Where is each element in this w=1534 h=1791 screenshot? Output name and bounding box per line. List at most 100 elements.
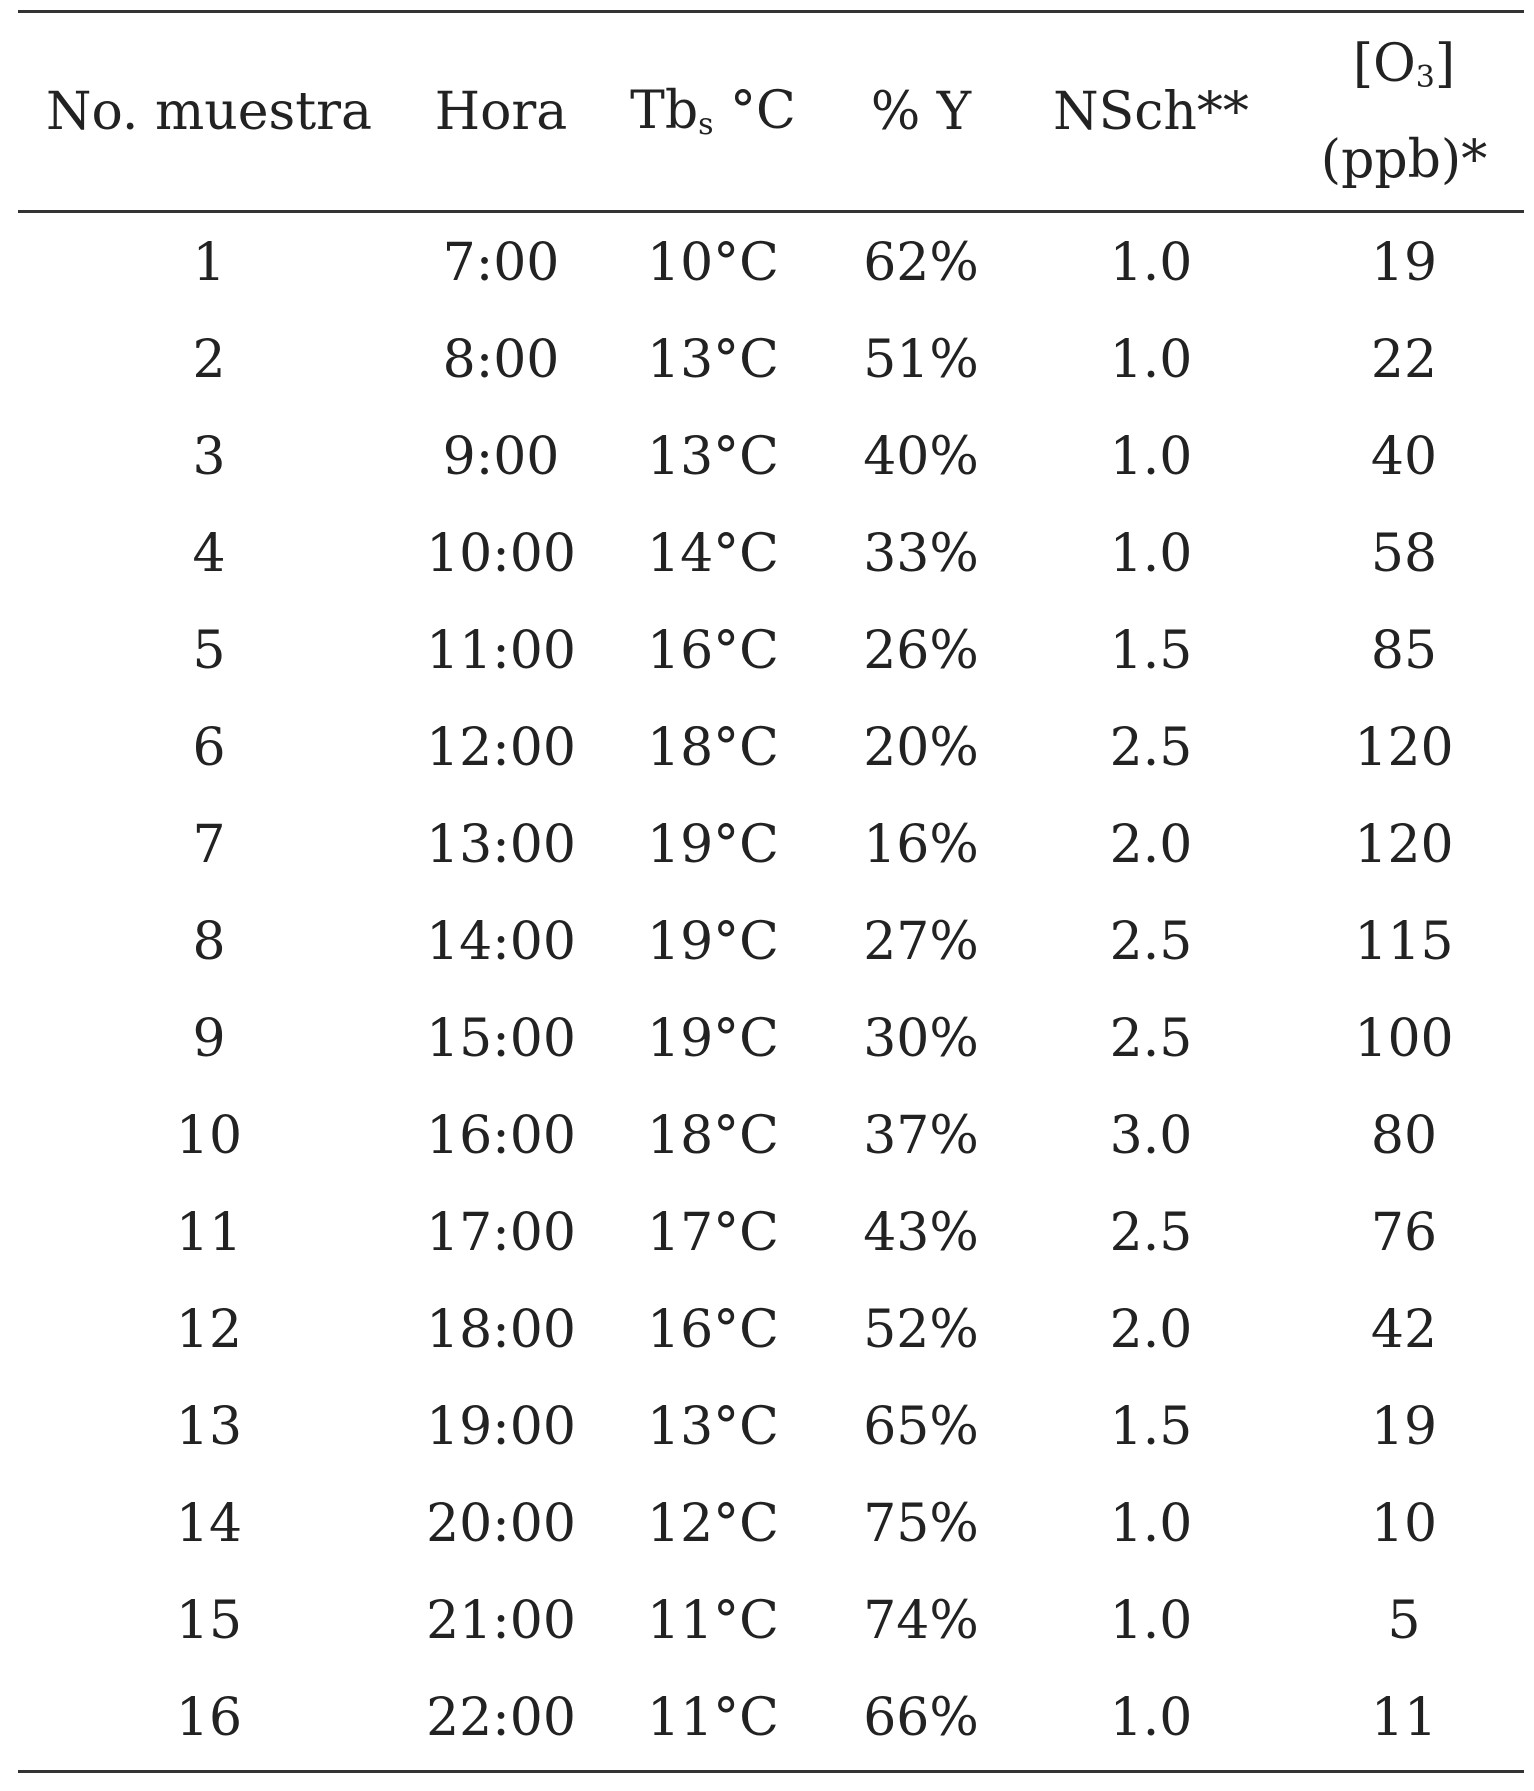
cell-sample-number: 10 (175, 1105, 243, 1166)
cell-ozone: 19 (1370, 1396, 1438, 1457)
cell-sample-number: 15 (175, 1590, 243, 1651)
cell-sample-number: 4 (192, 523, 226, 584)
cell-ozone: 42 (1370, 1299, 1438, 1360)
table-row: 9 15:00 19°C 30% 2.5 100 (18, 990, 1524, 1087)
cell-ozone: 22 (1370, 329, 1438, 390)
table-row: 12 18:00 16°C 52% 2.0 42 (18, 1281, 1524, 1378)
cell-nsch: 2.0 (1109, 814, 1193, 875)
cell-temperature: 13°C (647, 1396, 779, 1457)
cell-humidity: 43% (863, 1202, 979, 1263)
cell-humidity: 62% (863, 232, 979, 293)
cell-hour: 9:00 (442, 426, 560, 487)
cell-nsch: 2.5 (1109, 1008, 1193, 1069)
cell-hour: 17:00 (426, 1202, 576, 1263)
cell-humidity: 66% (863, 1687, 979, 1748)
table-row: 10 16:00 18°C 37% 3.0 80 (18, 1087, 1524, 1184)
table-row: 13 19:00 13°C 65% 1.5 19 (18, 1378, 1524, 1475)
cell-sample-number: 9 (192, 1008, 226, 1069)
cell-sample-number: 16 (175, 1687, 243, 1748)
header-hour: Hora (434, 81, 568, 142)
cell-ozone: 40 (1370, 426, 1438, 487)
cell-humidity: 27% (863, 911, 979, 972)
table-header-row: No. muestra Hora Tbs °C % Y NSch** [O3] … (18, 13, 1524, 210)
table-row: 6 12:00 18°C 20% 2.5 120 (18, 699, 1524, 796)
cell-humidity: 20% (863, 717, 979, 778)
header-humidity: % Y (870, 81, 972, 142)
cell-ozone: 19 (1370, 232, 1438, 293)
header-ozone-line2: (ppb)* (1320, 129, 1488, 190)
cell-hour: 7:00 (442, 232, 560, 293)
table-row: 14 20:00 12°C 75% 1.0 10 (18, 1475, 1524, 1572)
cell-hour: 19:00 (426, 1396, 576, 1457)
cell-sample-number: 2 (192, 329, 226, 390)
header-ozone-open: [O (1352, 33, 1416, 94)
table-row: 5 11:00 16°C 26% 1.5 85 (18, 602, 1524, 699)
table-row: 2 8:00 13°C 51% 1.0 22 (18, 311, 1524, 408)
header-ozone-subscript: 3 (1415, 59, 1435, 95)
cell-humidity: 65% (863, 1396, 979, 1457)
header-temperature-subscript: s (698, 107, 714, 142)
cell-nsch: 1.5 (1109, 1396, 1193, 1457)
cell-temperature: 11°C (647, 1590, 779, 1651)
cell-temperature: 13°C (647, 426, 779, 487)
cell-temperature: 12°C (647, 1493, 779, 1554)
cell-hour: 21:00 (426, 1590, 576, 1651)
cell-ozone: 85 (1370, 620, 1438, 681)
cell-ozone: 10 (1370, 1493, 1438, 1554)
cell-humidity: 51% (863, 329, 979, 390)
cell-nsch: 3.0 (1109, 1105, 1193, 1166)
header-ozone: [O3] (ppb)* (1284, 23, 1524, 201)
header-sample-number: No. muestra (46, 81, 372, 142)
cell-sample-number: 1 (192, 232, 226, 293)
cell-humidity: 26% (863, 620, 979, 681)
table-bottom-rule (18, 1770, 1524, 1773)
cell-ozone: 80 (1370, 1105, 1438, 1166)
cell-temperature: 16°C (647, 1299, 779, 1360)
cell-ozone: 11 (1370, 1687, 1438, 1748)
cell-humidity: 33% (863, 523, 979, 584)
cell-humidity: 74% (863, 1590, 979, 1651)
cell-ozone: 76 (1370, 1202, 1438, 1263)
cell-nsch: 1.0 (1109, 1493, 1193, 1554)
cell-nsch: 1.5 (1109, 620, 1193, 681)
cell-nsch: 1.0 (1109, 232, 1193, 293)
table-row: 16 22:00 11°C 66% 1.0 11 (18, 1669, 1524, 1766)
cell-temperature: 19°C (647, 911, 779, 972)
cell-temperature: 18°C (647, 717, 779, 778)
cell-temperature: 17°C (647, 1202, 779, 1263)
cell-nsch: 1.0 (1109, 1590, 1193, 1651)
cell-sample-number: 14 (175, 1493, 243, 1554)
cell-temperature: 13°C (647, 329, 779, 390)
cell-sample-number: 7 (192, 814, 226, 875)
cell-ozone: 115 (1354, 911, 1454, 972)
cell-hour: 11:00 (426, 620, 576, 681)
cell-nsch: 1.0 (1109, 523, 1193, 584)
cell-humidity: 37% (863, 1105, 979, 1166)
header-temperature-unit: °C (713, 81, 796, 141)
cell-ozone: 5 (1387, 1590, 1421, 1651)
cell-hour: 10:00 (426, 523, 576, 584)
table-header-rule (18, 210, 1524, 213)
cell-humidity: 75% (863, 1493, 979, 1554)
cell-temperature: 19°C (647, 1008, 779, 1069)
table-row: 7 13:00 19°C 16% 2.0 120 (18, 796, 1524, 893)
cell-nsch: 1.0 (1109, 1687, 1193, 1748)
cell-hour: 13:00 (426, 814, 576, 875)
cell-nsch: 1.0 (1109, 329, 1193, 390)
cell-hour: 18:00 (426, 1299, 576, 1360)
table-row: 8 14:00 19°C 27% 2.5 115 (18, 893, 1524, 990)
table-row: 11 17:00 17°C 43% 2.5 76 (18, 1184, 1524, 1281)
table-body: 1 7:00 10°C 62% 1.0 19 2 8:00 13°C 51% 1.0 22 3 9:00 1… (18, 213, 1524, 1770)
cell-temperature: 16°C (647, 620, 779, 681)
cell-sample-number: 11 (175, 1202, 243, 1263)
cell-hour: 12:00 (426, 717, 576, 778)
table-top-rule (18, 10, 1524, 13)
cell-nsch: 1.0 (1109, 426, 1193, 487)
cell-nsch: 2.5 (1109, 911, 1193, 972)
header-temperature-main: Tb (630, 81, 699, 141)
cell-temperature: 10°C (647, 232, 779, 293)
cell-hour: 8:00 (442, 329, 560, 390)
cell-temperature: 19°C (647, 814, 779, 875)
table-row: 1 7:00 10°C 62% 1.0 19 (18, 214, 1524, 311)
header-nsch: NSch** (1053, 81, 1249, 142)
